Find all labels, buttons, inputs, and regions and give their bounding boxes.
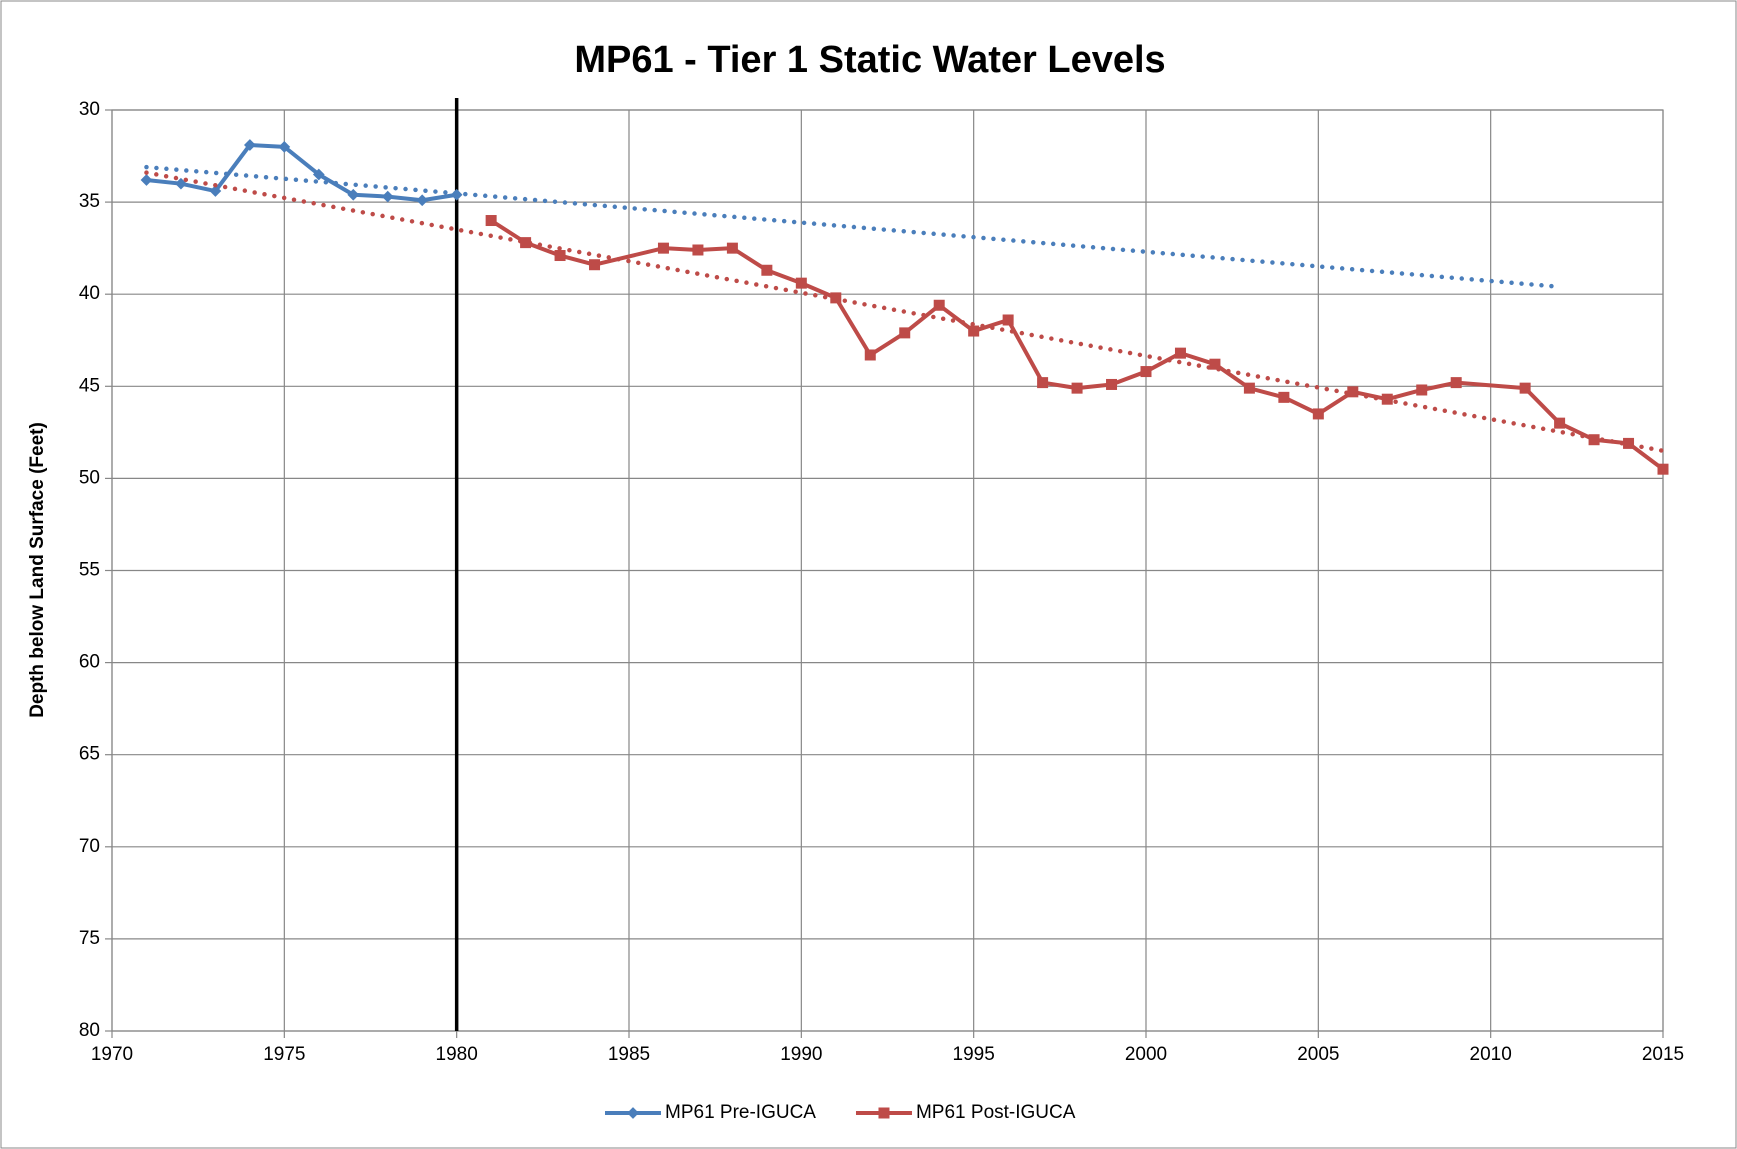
series-line <box>146 142 457 203</box>
x-tick-label: 1980 <box>436 1044 478 1065</box>
marker <box>1002 314 1014 326</box>
legend-marker <box>878 1107 890 1119</box>
x-tick-label: 2000 <box>1125 1044 1167 1065</box>
marker <box>968 325 980 337</box>
marker <box>1623 437 1635 449</box>
marker <box>761 264 773 276</box>
y-axis-label: Depth below Land Surface (Feet) <box>27 422 48 718</box>
y-tick-label: 70 <box>79 836 100 857</box>
legend-label: MP61 Pre-IGUCA <box>665 1102 816 1123</box>
marker <box>933 299 945 311</box>
marker <box>1347 386 1359 398</box>
marker <box>1071 382 1083 394</box>
y-tick-label: 75 <box>79 928 100 949</box>
y-tick-label: 65 <box>79 744 100 765</box>
marker <box>1381 393 1393 405</box>
y-tick-label: 80 <box>79 1020 100 1041</box>
marker <box>1554 417 1566 429</box>
marker <box>1588 434 1600 446</box>
marker <box>589 259 601 271</box>
marker <box>1209 358 1221 370</box>
marker <box>1278 391 1290 403</box>
y-tick-label: 55 <box>79 560 100 581</box>
x-tick-label: 1990 <box>780 1044 822 1065</box>
marker <box>312 168 325 181</box>
marker <box>1106 378 1118 390</box>
marker <box>1312 408 1324 420</box>
marker <box>692 244 704 256</box>
marker <box>1416 384 1428 396</box>
marker <box>347 188 360 201</box>
marker <box>1519 382 1531 394</box>
marker <box>1243 382 1255 394</box>
trendline <box>144 164 1562 290</box>
marker <box>381 190 394 203</box>
y-tick-label: 40 <box>79 283 100 304</box>
x-tick-label: 1970 <box>91 1044 133 1065</box>
x-tick-label: 1985 <box>608 1044 650 1065</box>
marker <box>795 277 807 289</box>
marker <box>1140 366 1152 378</box>
marker <box>1174 347 1186 359</box>
y-tick-label: 35 <box>79 191 100 212</box>
marker <box>1037 377 1049 389</box>
marker <box>209 185 222 197</box>
y-tick-label: 60 <box>79 652 100 673</box>
marker <box>416 194 429 207</box>
marker <box>864 349 876 361</box>
chart-title: MP61 - Tier 1 Static Water Levels <box>574 39 1165 81</box>
y-tick-label: 50 <box>79 467 100 488</box>
y-tick-label: 30 <box>79 99 100 120</box>
legend-marker <box>627 1107 639 1119</box>
marker <box>1450 377 1462 389</box>
x-tick-label: 1975 <box>263 1044 305 1065</box>
plot-area <box>111 109 1664 1032</box>
x-tick-label: 1995 <box>953 1044 995 1065</box>
legend-label: MP61 Post-IGUCA <box>916 1102 1076 1123</box>
marker <box>657 242 669 254</box>
trendline <box>144 170 1666 454</box>
marker <box>278 140 291 153</box>
marker <box>520 237 532 249</box>
marker <box>485 215 497 227</box>
y-tick-label: 45 <box>79 375 100 396</box>
marker <box>899 327 911 339</box>
marker <box>726 242 738 254</box>
marker <box>244 139 256 151</box>
marker <box>140 174 153 186</box>
marker <box>1657 463 1669 475</box>
marker <box>830 292 842 304</box>
x-tick-label: 2010 <box>1470 1044 1512 1065</box>
x-tick-label: 2015 <box>1642 1044 1684 1065</box>
marker <box>450 188 463 201</box>
marker <box>554 250 566 262</box>
x-tick-label: 2005 <box>1297 1044 1339 1065</box>
